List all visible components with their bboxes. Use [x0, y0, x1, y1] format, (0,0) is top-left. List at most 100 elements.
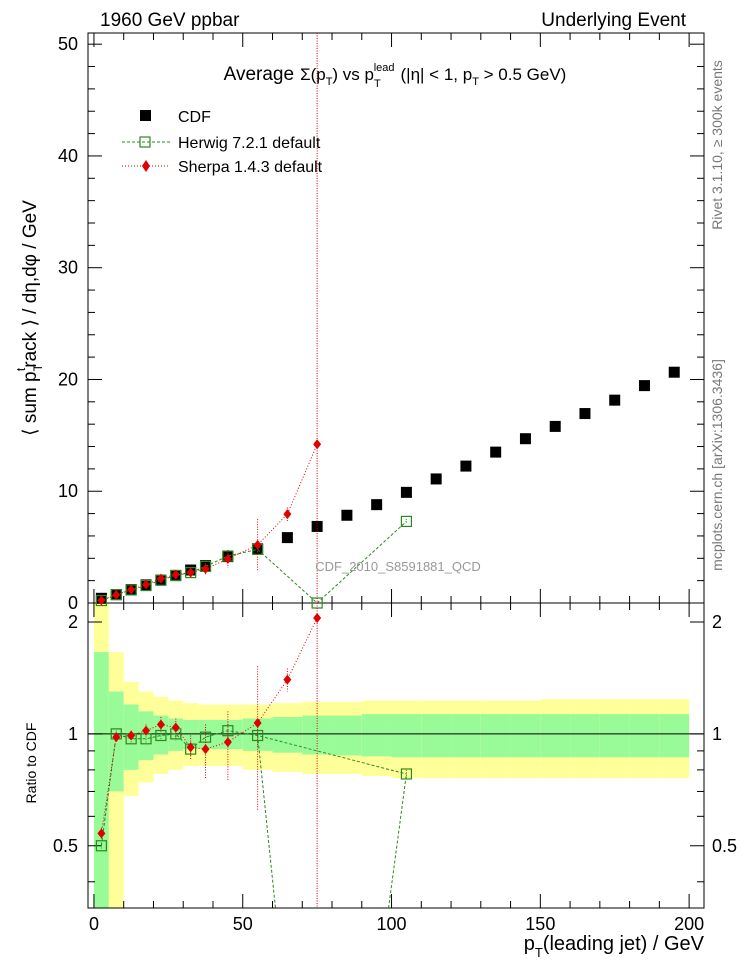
herwig-ratio-line	[100, 730, 407, 846]
legend-cdf-label: CDF	[178, 109, 211, 126]
band-inner	[361, 714, 392, 757]
main-y-tick-label: 10	[58, 481, 78, 501]
sherpa-ratio-marker	[112, 732, 121, 743]
legend-sherpa-marker	[142, 160, 150, 172]
herwig-ratio-marker	[400, 768, 413, 780]
data-markers	[95, 33, 680, 909]
band-inner	[138, 711, 154, 761]
sherpa-marker	[283, 509, 292, 520]
cdf-marker	[549, 420, 561, 432]
herwig-ratio-offscale-line	[388, 773, 407, 909]
band-inner	[168, 718, 184, 751]
band-inner	[272, 717, 303, 753]
band-inner	[451, 714, 481, 758]
x-tick-label: 0	[89, 914, 99, 934]
rivet-info: Rivet 3.1.10, ≥ 300k events	[709, 60, 725, 230]
ratio-y-tick-label-right: 0.5	[712, 836, 737, 856]
cdf-marker	[668, 366, 680, 378]
cdf-marker	[371, 499, 383, 511]
ratio-frame	[87, 602, 705, 909]
header-right: Underlying Event	[541, 10, 686, 31]
sherpa-marker	[313, 439, 322, 450]
cdf-marker	[579, 408, 591, 420]
main-ylabel: ⟨ sum pTtrack ⟩ / dη,dφ / GeV	[14, 200, 45, 436]
band-inner	[599, 714, 630, 758]
chart-title: Average Σ(pT) vs pTlead (|η| < 1, pT > 0.5…	[224, 62, 567, 90]
xlabel-b: (leading jet) / GeV	[543, 933, 705, 955]
ratio-y-tick-label-left: 0.5	[53, 836, 78, 856]
title-sub3: T	[472, 76, 479, 88]
cdf-marker	[400, 486, 412, 498]
legend: CDF Herwig 7.2.1 default Sherpa 1.4.3 de…	[122, 109, 323, 176]
band-inner	[480, 714, 511, 758]
sherpa-marker	[156, 573, 165, 584]
band-inner	[540, 714, 571, 758]
cdf-marker	[638, 380, 650, 392]
cdf-marker	[460, 460, 472, 472]
legend-sherpa-label: Sherpa 1.4.3 default	[178, 159, 323, 176]
xlabel-a: p	[524, 933, 535, 955]
main-y-tick-label: 40	[58, 146, 78, 166]
sherpa-ratio-marker	[201, 744, 210, 755]
sherpa-marker	[127, 584, 136, 595]
sherpa-marker	[112, 589, 121, 600]
sherpa-line	[101, 444, 318, 601]
axis-ticks	[88, 33, 704, 908]
sherpa-ratio-marker	[156, 719, 165, 730]
ratio-y-tick-label-left: 1	[68, 724, 78, 744]
ratio-y-tick-label-left: 2	[68, 612, 78, 632]
sherpa-ratio-marker	[186, 742, 195, 753]
x-tick-label: 50	[233, 914, 253, 934]
main-y-tick-label: 50	[58, 34, 78, 54]
sherpa-marker	[142, 579, 151, 590]
cdf-marker	[341, 509, 353, 521]
header-left: 1960 GeV ppbar	[100, 10, 240, 31]
tick-labels: 0 50 100 150 200 0 10 20 30 40 50 0.5 0.5 1 1 2 2	[53, 34, 737, 934]
cdf-marker	[519, 433, 531, 445]
legend-herwig-label: Herwig 7.2.1 default	[178, 135, 321, 152]
sherpa-ratio-marker	[253, 717, 262, 728]
sherpa-ratio-line	[100, 617, 318, 834]
herwig-marker	[400, 515, 413, 528]
band-inner	[570, 714, 600, 758]
sherpa-marker	[223, 553, 232, 564]
xlabel-sub: T	[535, 945, 543, 960]
legend-cdf-marker	[140, 110, 151, 121]
main-y-tick-label: 0	[68, 593, 78, 613]
sherpa-marker	[171, 569, 180, 580]
band-inner	[93, 652, 109, 908]
sherpa-ratio-marker	[171, 722, 180, 733]
main-y-tick-label: 30	[58, 258, 78, 278]
band-inner	[629, 714, 660, 758]
sherpa-ratio-marker	[223, 737, 232, 748]
title-part-d: > 0.5 GeV)	[479, 65, 566, 84]
ratio-y-tick-label-right: 2	[712, 612, 722, 632]
sherpa-ratio-marker	[97, 828, 106, 839]
x-tick-label: 200	[674, 914, 704, 934]
sherpa-marker	[186, 567, 195, 578]
main-ylabel-sub: T	[31, 363, 45, 371]
band-inner	[510, 714, 541, 758]
title-part-c: (|η| < 1, p	[401, 65, 473, 84]
title-sub1: T	[326, 76, 333, 88]
herwig-ratio-marker	[95, 840, 107, 852]
ratio-uncertainty-bands	[88, 603, 704, 908]
sherpa-ratio-marker	[283, 674, 292, 685]
main-ylabel-b: rack ⟩ / dη,dφ / GeV	[20, 200, 41, 368]
main-y-tick-label: 20	[58, 369, 78, 389]
herwig-ratio-marker	[252, 729, 264, 742]
cdf-marker	[490, 446, 502, 458]
band-inner	[421, 714, 452, 758]
cdf-marker	[609, 394, 621, 406]
herwig-line	[101, 521, 407, 604]
main-ylabel-sup: t	[14, 367, 28, 371]
plot-frames	[87, 32, 705, 909]
x-tick-label: 100	[377, 914, 407, 934]
herwig-ratio-marker	[222, 725, 234, 737]
xlabel: pT(leading jet) / GeV	[524, 933, 705, 960]
sherpa-marker	[97, 595, 106, 606]
ratio-ylabel: Ratio to CDF	[23, 723, 39, 804]
herwig-ratio-offscale-line	[257, 735, 276, 909]
title-sub2: T	[374, 78, 381, 90]
